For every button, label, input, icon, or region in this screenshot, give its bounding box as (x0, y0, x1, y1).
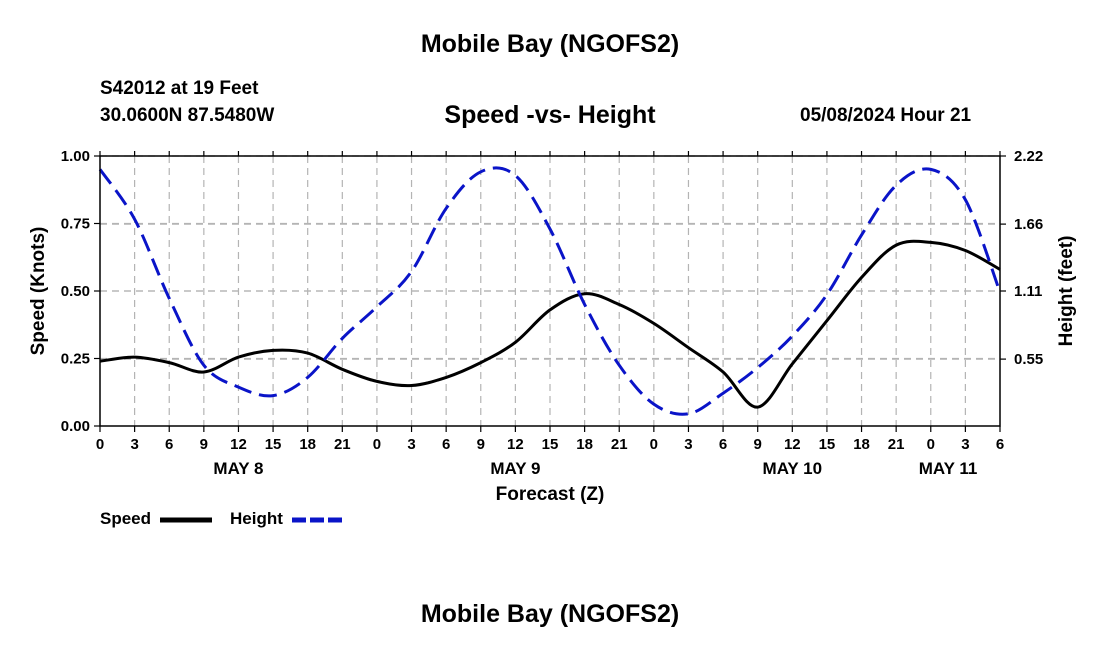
x-tick-label: 0 (927, 436, 935, 453)
x-tick-label: 18 (576, 436, 593, 453)
x-tick-label: 9 (477, 436, 485, 453)
x-axis-title: Forecast (Z) (496, 484, 605, 505)
x-tick-label: 0 (373, 436, 381, 453)
y-tick-label: 0.25 (61, 351, 90, 368)
x-tick-label: 3 (130, 436, 138, 453)
x-tick-label: 15 (542, 436, 559, 453)
x-tick-label: 21 (334, 436, 351, 453)
x-tick-label: 0 (650, 436, 658, 453)
date-label: MAY 10 (763, 459, 823, 478)
axis-ticks (94, 151, 1006, 432)
x-tick-label: 6 (165, 436, 173, 453)
x-tick-label: 0 (96, 436, 104, 453)
legend-speed-label: Speed (100, 509, 152, 528)
x-tick-label: 6 (719, 436, 727, 453)
y-axis-title: Speed (Knots) (28, 227, 49, 356)
y-tick-label: 0.75 (61, 216, 90, 233)
x-tick-label: 18 (853, 436, 870, 453)
x-tick-label: 12 (507, 436, 524, 453)
x-tick-label: 21 (888, 436, 905, 453)
y-tick-label: 0.00 (61, 418, 90, 435)
y2-tick-label: 1.66 (1014, 216, 1043, 233)
y-tick-label: 1.00 (61, 148, 90, 165)
y2-axis-title: Height (feet) (1056, 236, 1077, 347)
station-label: S42012 at 19 Feet (100, 78, 259, 99)
speed-series-line (99, 239, 1001, 409)
height-series-line (98, 166, 1002, 416)
coordinates-label: 30.0600N 87.5480W (100, 105, 275, 126)
legend-height-label: Height (230, 509, 283, 528)
x-tick-label: 6 (442, 436, 450, 453)
chart-title: Speed -vs- Height (444, 101, 656, 129)
axis-labels: 0 3 6 9 12 15 18 21 0 3 6 9 12 15 18 21 0 3 6 9 12 15 18 21 0 3 6 0… (28, 148, 1077, 505)
x-tick-label: 9 (200, 436, 208, 453)
date-label: MAY 11 (919, 459, 978, 478)
x-tick-label: 15 (265, 436, 282, 453)
y-tick-label: 0.50 (61, 283, 90, 300)
main-title: Mobile Bay (NGOFS2) (420, 30, 680, 58)
x-tick-label: 12 (784, 436, 801, 453)
x-tick-label: 3 (407, 436, 415, 453)
y2-tick-label: 1.11 (1014, 283, 1042, 300)
date-label: MAY 9 (490, 459, 540, 478)
footer-title: Mobile Bay (NGOFS2) (420, 600, 680, 628)
x-tick-label: 3 (961, 436, 969, 453)
x-tick-label: 12 (230, 436, 247, 453)
series-lines (98, 166, 1002, 416)
x-tick-label: 6 (996, 436, 1004, 453)
x-tick-label: 15 (819, 436, 836, 453)
y2-tick-label: 0.55 (1014, 351, 1043, 368)
x-tick-label: 18 (299, 436, 316, 453)
x-tick-label: 21 (611, 436, 628, 453)
speed-height-chart: 0 3 6 9 12 15 18 21 0 3 6 9 12 15 18 21 0 3 6 9 12 15 18 21 0 3 6 0… (28, 148, 1077, 523)
forecast-datetime: 05/08/2024 Hour 21 (800, 105, 972, 126)
y2-tick-label: 2.22 (1014, 148, 1043, 165)
x-tick-label: 9 (754, 436, 762, 453)
date-label: MAY 8 (213, 459, 263, 478)
x-tick-label: 3 (684, 436, 692, 453)
